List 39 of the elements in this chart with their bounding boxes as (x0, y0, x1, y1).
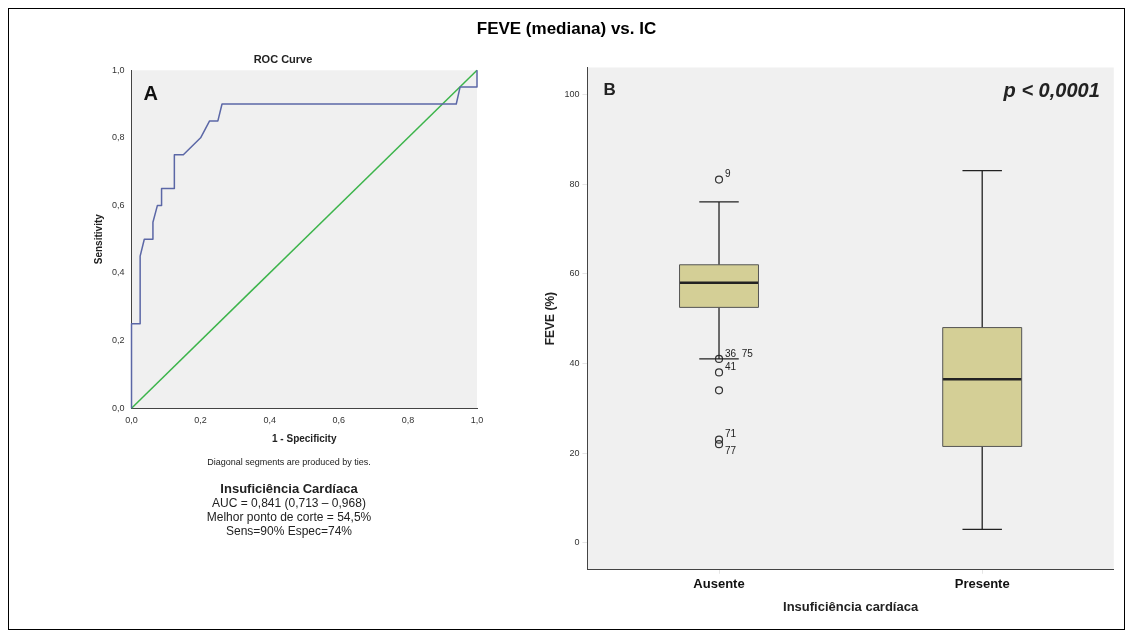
annotation: B (603, 79, 616, 99)
y-tick-label: 0 (574, 537, 580, 548)
annotation: 9 (725, 168, 732, 180)
x-tick-label: 0,8 (401, 415, 415, 426)
annotation: 77 (725, 444, 737, 456)
x-axis-title: Insuficiência cardíaca (783, 598, 919, 614)
y-tick-label: 0,8 (112, 132, 125, 143)
chart-title: ROC Curve (253, 52, 313, 65)
chart-title: FEVE (mediana) vs. IC (475, 19, 658, 39)
text: Insuficiência Cardíaca (220, 481, 358, 496)
y-tick-label: 0,2 (112, 335, 125, 346)
y-tick-label: 20 (569, 447, 580, 458)
annotation: p < 0,0001 (1002, 78, 1100, 101)
x-axis-title: 1 - Specificity (272, 432, 337, 444)
x-tick-label: 0,0 (125, 415, 138, 426)
text: Melhor ponto de corte = 54,5% (206, 510, 372, 524)
text: Diagonal segments are produced by ties. (207, 457, 371, 467)
annotation: 36 75 (725, 347, 754, 359)
y-tick-label: 0,0 (112, 402, 125, 413)
y-tick-label: 0,6 (112, 199, 125, 210)
y-tick-label: 80 (569, 178, 580, 189)
y-axis-title: FEVE (%) (542, 291, 557, 346)
x-tick-label: 1,0 (470, 415, 484, 426)
x-tick-label: Ausente (693, 576, 745, 592)
annotation: 71 (725, 428, 737, 440)
x-tick-label: 0,2 (194, 415, 207, 426)
y-tick-label: 100 (564, 88, 580, 99)
text: Sens=90% Espec=74% (225, 524, 353, 538)
annotation: A (143, 81, 158, 104)
annotation: 41 (725, 361, 737, 373)
y-axis-title: Sensitivity (92, 213, 104, 265)
x-tick-label: 0,4 (263, 415, 276, 426)
y-tick-label: 0,4 (112, 267, 125, 278)
x-tick-label: Presente (954, 576, 1010, 592)
y-tick-label: 1,0 (112, 64, 125, 75)
text: AUC = 0,841 (0,713 – 0,968) (212, 496, 366, 510)
y-tick-label: 40 (569, 357, 580, 368)
x-tick-label: 0,6 (332, 415, 346, 426)
y-tick-label: 60 (569, 268, 580, 279)
